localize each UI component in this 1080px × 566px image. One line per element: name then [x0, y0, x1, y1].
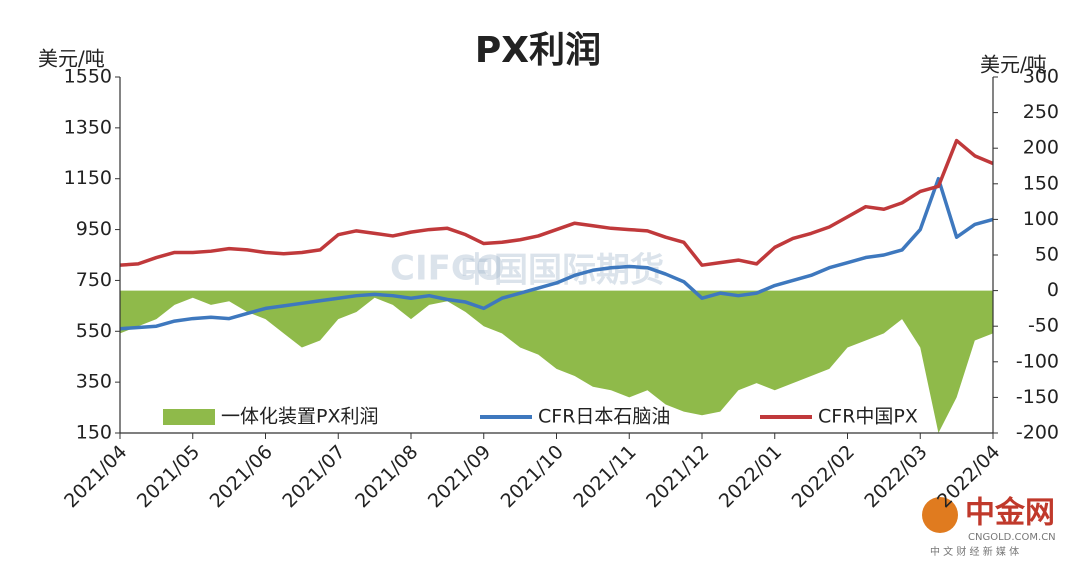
y-tick-label: 1150 [64, 167, 112, 189]
line [119, 138, 994, 267]
y2-tick-label: -200 [1016, 422, 1059, 444]
y2-tick-label: -100 [1016, 350, 1059, 372]
y2-tick-label: 50 [1035, 244, 1059, 266]
y-tick-label: 1350 [64, 116, 112, 138]
chart-title: PX利润 [475, 30, 601, 71]
y2-axis-label: 美元/吨 [980, 53, 1047, 77]
y2-tick-label: -50 [1028, 315, 1059, 337]
y-tick-label: 950 [76, 218, 112, 240]
brand-slogan: 中 文 财 经 新 媒 体 [930, 545, 1019, 558]
area [120, 290, 993, 433]
legend-label: 一体化装置PX利润 [221, 406, 378, 428]
y2-tick-label: 300 [1023, 66, 1059, 88]
y-tick-label: 350 [76, 371, 112, 393]
y-tick-label: 1550 [64, 66, 112, 88]
y2-tick-label: 250 [1023, 101, 1059, 123]
watermark: 中国国际期货 [460, 251, 664, 291]
legend-label: CFR中国PX [818, 406, 918, 428]
y2-tick-label: -150 [1016, 386, 1059, 408]
legend-swatch [163, 409, 215, 425]
watermark-logo: CIFCO [390, 249, 505, 289]
brand: 中金网 [965, 496, 1055, 531]
brand-site: CNGOLD.COM.CN [968, 532, 1056, 543]
y-tick-label: 750 [76, 269, 112, 291]
y-tick-label: 150 [76, 422, 112, 444]
y2-tick-label: 150 [1023, 172, 1059, 194]
y2-tick-label: 0 [1047, 279, 1059, 301]
y-axis-label: 美元/吨 [38, 47, 105, 71]
line [119, 176, 994, 331]
brand-icon [922, 497, 958, 533]
y2-tick-label: 100 [1023, 208, 1059, 230]
y2-tick-label: 200 [1023, 137, 1059, 159]
legend-label: CFR日本石脑油 [538, 406, 670, 428]
y-tick-label: 550 [76, 320, 112, 342]
